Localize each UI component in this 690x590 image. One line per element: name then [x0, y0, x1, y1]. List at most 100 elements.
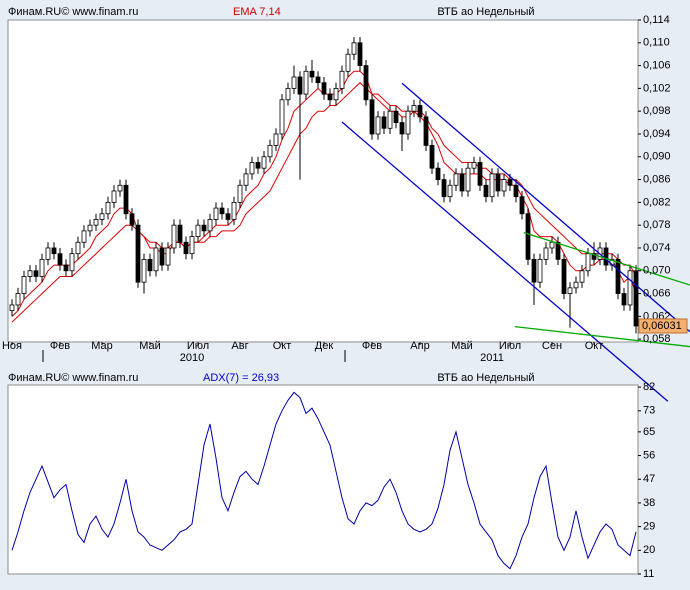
candle-body [393, 110, 399, 123]
candle-body [363, 65, 369, 101]
trendline [523, 231, 690, 286]
indicator: ADX(7) = 26,93 [203, 372, 279, 384]
candle-body [537, 258, 543, 283]
candle-body [93, 219, 99, 226]
y-tick-label: 0,066 [643, 287, 671, 299]
candle-body [447, 184, 453, 198]
candle-body [159, 247, 165, 266]
adx-panel [7, 384, 639, 575]
y-tick-label: 0,114 [643, 14, 670, 26]
candle-body [429, 144, 435, 169]
y-tick-label: 0,094 [643, 128, 671, 140]
candle-body [321, 82, 327, 95]
candle-body [627, 270, 633, 306]
candle-body [291, 76, 297, 89]
candle-body [357, 42, 363, 66]
y-tick-label: 0,102 [643, 82, 671, 94]
candle-body [339, 70, 345, 89]
candle-body [579, 270, 585, 283]
y-tick-label: 0,058 [643, 333, 671, 345]
candle-body [603, 247, 609, 266]
candle-body [297, 76, 303, 95]
candle-body [315, 76, 321, 84]
candle-body [153, 247, 159, 272]
source: Финам.RU© www.finam.ru [8, 372, 138, 384]
candle-body [309, 70, 315, 78]
candle-body [327, 93, 333, 101]
candle-body [567, 287, 573, 294]
last-price-box [638, 318, 688, 334]
y-tick-label: 0,082 [643, 196, 671, 208]
candle-body [51, 247, 57, 255]
candle-body [351, 42, 357, 55]
last-price-label: 0,06031 [642, 320, 682, 332]
candle-body [27, 270, 33, 277]
candle-body [171, 224, 177, 249]
indicator: EMA 7,14 [233, 6, 281, 18]
candle-body [495, 173, 501, 192]
candle-body [183, 241, 189, 255]
candle-body [219, 207, 225, 215]
candle-body [573, 281, 579, 289]
candle-body [543, 247, 549, 260]
candle-body [165, 247, 171, 266]
candle-body [99, 213, 105, 220]
candle-body [477, 162, 483, 186]
candle-body [279, 99, 285, 135]
candle-body [243, 173, 249, 186]
chart-title: ВТБ ао Недельный [437, 372, 534, 384]
candle-body [399, 122, 405, 135]
candle-body [123, 184, 129, 215]
candle-body [63, 264, 69, 272]
candle-body [9, 304, 15, 312]
candle-body [177, 224, 183, 243]
x-tick-label: Ноя [2, 340, 22, 352]
candle-body [231, 201, 237, 220]
candle-body [81, 230, 87, 243]
year-label: 2010 [180, 352, 204, 364]
candle-body [519, 196, 525, 215]
x-tick-label: Окт [273, 340, 292, 352]
candle-body [633, 270, 639, 327]
candle-body [15, 293, 21, 306]
x-tick-label: Дек [315, 340, 334, 352]
x-tick-label: Окт [585, 340, 604, 352]
trendline [341, 121, 669, 402]
candle-body [435, 167, 441, 180]
candle-body [273, 133, 279, 146]
candle-body [453, 173, 459, 186]
candle-body [561, 258, 567, 294]
x-tick-label: Фев [50, 340, 70, 352]
y-tick-label: 82 [643, 381, 655, 393]
y-tick-label: 20 [643, 544, 655, 556]
candle-body [285, 87, 291, 101]
candle-body [585, 253, 591, 272]
y-tick-label: 11 [643, 568, 654, 580]
y-tick-label: 73 [643, 405, 655, 417]
candle-body [303, 70, 309, 95]
y-tick-label: 0,090 [643, 151, 671, 163]
candle-body [525, 213, 531, 260]
candle-body [423, 116, 429, 146]
x-tick-label: Фев [362, 340, 382, 352]
y-tick-label: 65 [643, 426, 655, 438]
candle-body [189, 236, 195, 255]
candle-body [591, 253, 597, 260]
candle-body [45, 247, 51, 260]
candle-body [615, 258, 621, 294]
year-label: 2011 [480, 352, 504, 364]
candle-body [345, 53, 351, 72]
candle-body [333, 87, 339, 101]
candle-body [369, 99, 375, 135]
candle-body [513, 184, 519, 198]
candle-body [21, 276, 27, 294]
candle-body [471, 162, 477, 169]
y-tick-label: 0,086 [643, 173, 671, 185]
candle-body [147, 258, 153, 272]
candle-body [261, 156, 267, 169]
candle-body [201, 224, 207, 232]
trendline [401, 82, 690, 333]
candle-body [225, 213, 231, 220]
candle-body [489, 173, 495, 198]
candle-body [501, 179, 507, 192]
